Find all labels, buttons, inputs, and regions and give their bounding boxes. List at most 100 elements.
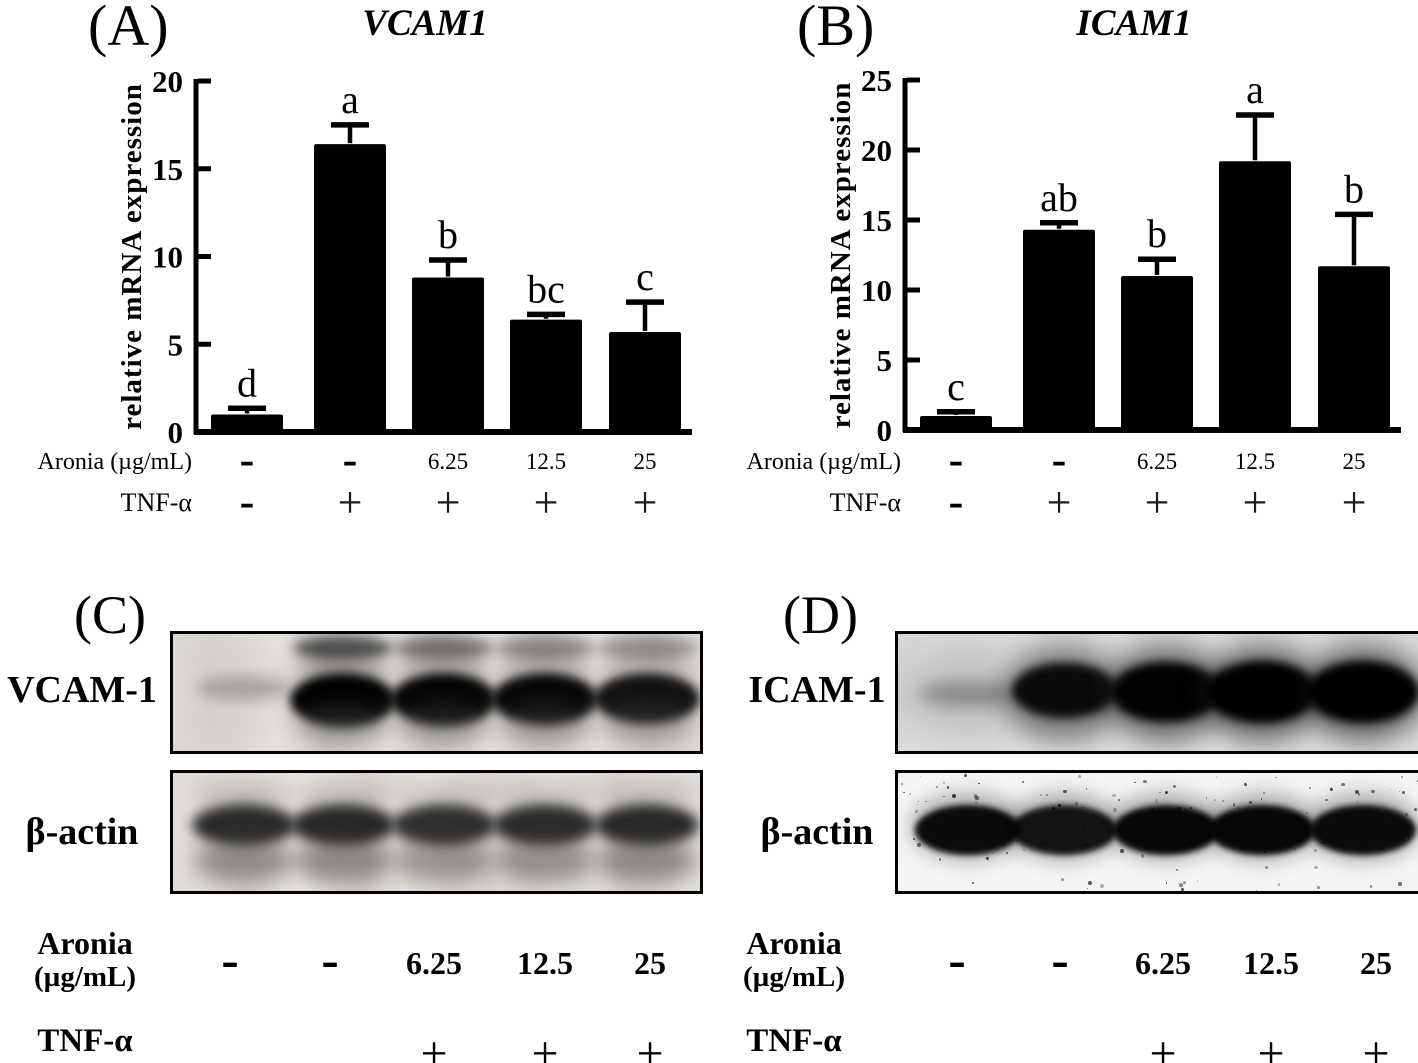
top-haze	[394, 784, 495, 805]
speckle	[1022, 848, 1025, 851]
blot-band-lane-1	[915, 804, 1022, 855]
under-smear	[498, 704, 591, 743]
y-tick-label: 10	[152, 240, 183, 275]
row-label-line: (µg/mL)	[33, 961, 137, 993]
significance-letter: d	[237, 360, 257, 405]
speckle	[1120, 849, 1125, 853]
icam1-blot-image	[895, 631, 1418, 754]
speckle	[1063, 789, 1068, 794]
speckle	[1398, 882, 1402, 886]
speckle	[1178, 882, 1183, 887]
aronia-row: Aronia (µg/mL) - - 6.25 12.5 25	[709, 435, 1418, 484]
top-haze	[292, 784, 393, 805]
speckle	[900, 785, 903, 788]
speckle	[1213, 799, 1216, 802]
speckle	[942, 781, 946, 784]
significance-letter: c	[947, 364, 965, 409]
icam1-chart-title: ICAM1	[1076, 3, 1192, 44]
tnf-alpha-value: -	[239, 477, 255, 526]
beta-actin-blot-image-c	[170, 770, 703, 894]
speckle	[917, 800, 920, 803]
panel-b: (B) ICAM1 0 5 10 15 20 25 relative mRNA expres…	[709, 0, 1418, 530]
blot-band-lane-5	[1310, 804, 1417, 855]
blot-band-lane-4	[492, 803, 597, 846]
top-haze	[494, 784, 595, 805]
tnf-alpha-value: +	[435, 478, 461, 527]
panel-a-letter: (A)	[88, 0, 169, 58]
under-smear	[495, 836, 594, 883]
speckle	[1356, 801, 1359, 803]
row-label-line: (µg/mL)	[742, 961, 846, 993]
bar	[1121, 276, 1193, 430]
aronia-value: -	[321, 932, 339, 989]
speckle	[1183, 880, 1187, 885]
speckle	[1087, 881, 1092, 886]
aronia-value: 6.25	[427, 449, 469, 474]
significance-letter: ab	[1040, 175, 1078, 220]
speckle	[1233, 804, 1235, 807]
speckle	[975, 801, 979, 805]
top-haze	[597, 784, 698, 805]
speckle	[1180, 888, 1184, 891]
speckle	[1206, 797, 1208, 799]
speckle	[1222, 800, 1224, 803]
speckle	[915, 810, 918, 814]
speckle	[938, 858, 941, 861]
top-smear	[394, 636, 495, 660]
speckle	[1371, 789, 1375, 794]
blot-band-lane-1	[198, 676, 291, 701]
blot-band-lane-2	[289, 672, 396, 727]
speckle	[975, 795, 980, 800]
y-tick-label: 25	[861, 63, 892, 98]
under-smear	[293, 836, 392, 883]
blot-band-lane-3	[391, 672, 498, 726]
row-label-line: Aronia	[746, 925, 842, 961]
bar	[609, 331, 681, 432]
speckle	[1086, 887, 1089, 890]
significance-letter: b	[1344, 166, 1364, 211]
top-smear	[400, 660, 489, 676]
speckle	[1401, 790, 1405, 795]
aronia-row-label: Aronia (µg/mL)	[746, 449, 901, 475]
top-smear	[597, 636, 698, 660]
bar	[314, 144, 386, 432]
y-tick-label: 0	[168, 415, 184, 450]
top-smear	[292, 636, 393, 660]
y-tick-label: 10	[861, 273, 892, 308]
speckle	[1399, 791, 1401, 793]
tnf-alpha-value: -	[911, 1036, 1003, 1063]
speckle	[1275, 776, 1277, 779]
speckle	[1232, 802, 1236, 806]
top-smear	[298, 660, 387, 676]
under-smear	[601, 704, 694, 743]
speckle	[1255, 889, 1258, 891]
speckle	[1256, 788, 1259, 790]
speckle	[917, 803, 919, 805]
speckle	[1154, 799, 1159, 803]
aronia-value: -	[221, 932, 239, 989]
speckle	[1021, 781, 1024, 784]
speckle	[946, 786, 950, 789]
vcam1-blot-image	[170, 631, 703, 754]
top-smear	[603, 660, 692, 676]
speckle	[1263, 791, 1266, 795]
vcam1-blot-label: VCAM-1	[7, 669, 157, 711]
y-tick-label: 5	[877, 343, 893, 378]
speckle	[1314, 849, 1318, 853]
speckle	[1358, 793, 1361, 796]
tnf-alpha-value: +	[531, 1027, 559, 1063]
speckle	[1369, 885, 1373, 888]
speckle	[913, 838, 916, 840]
tnf-alpha-row-label: TNF-α	[120, 488, 192, 517]
speckle	[1413, 807, 1417, 811]
icam1-blot-label: ICAM-1	[748, 669, 886, 711]
blot-band-lane-3	[392, 803, 497, 846]
beta-actin-blot-label-d: β-actin	[760, 811, 874, 853]
speckle	[1249, 801, 1252, 804]
top-haze	[194, 784, 295, 805]
speckle	[1265, 865, 1269, 869]
aronia-value: -	[1051, 435, 1067, 484]
speckle	[986, 857, 989, 860]
blot-band-lane-3	[1112, 804, 1219, 855]
aronia-row-label: Aronia (µg/mL)	[37, 449, 192, 475]
